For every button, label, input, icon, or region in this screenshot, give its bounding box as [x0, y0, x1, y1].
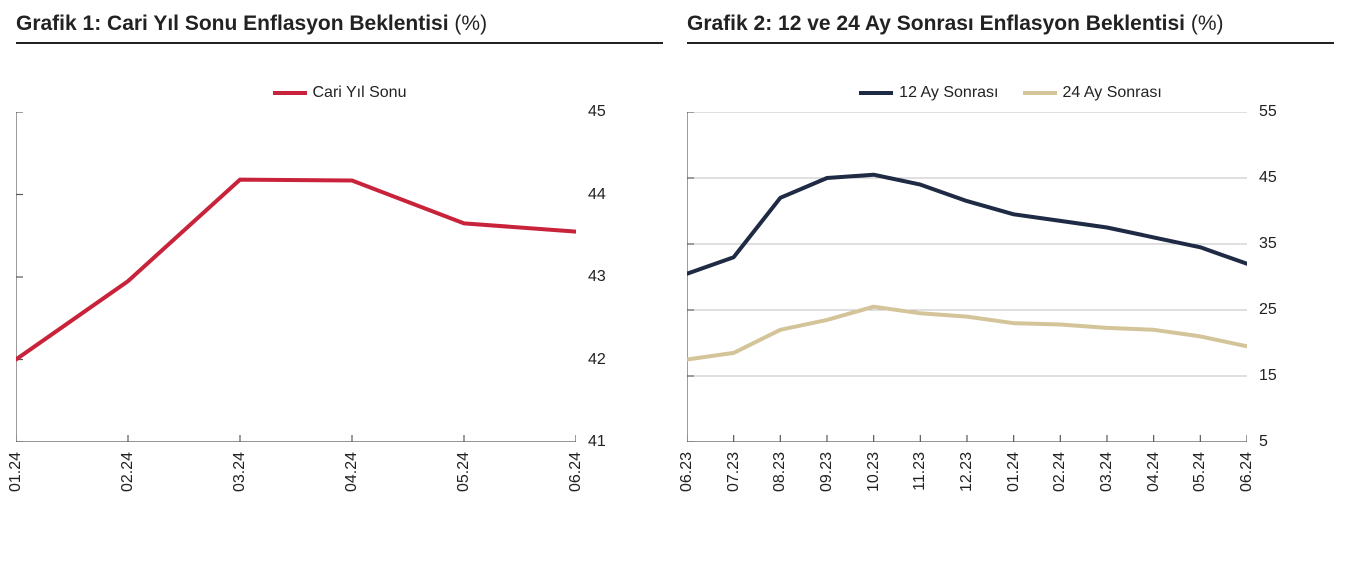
legend-item: 24 Ay Sonrası — [1023, 84, 1162, 102]
ytick-label: 45 — [1259, 169, 1277, 187]
legend-label: 24 Ay Sonrası — [1063, 84, 1162, 102]
xtick-label: 02.24 — [119, 452, 137, 492]
xtick-label: 02.24 — [1051, 452, 1069, 492]
charts-row: Grafik 1: Cari Yıl Sonu Enflasyon Beklen… — [16, 12, 1334, 502]
legend-swatch — [859, 91, 893, 95]
xtick-label: 06.24 — [567, 452, 585, 492]
chart2-title: Grafik 2: 12 ve 24 Ay Sonrası Enflasyon … — [687, 12, 1334, 44]
chart1-legend: Cari Yıl Sonu — [16, 84, 663, 102]
ytick-label: 45 — [588, 103, 606, 121]
xtick-label: 03.24 — [231, 452, 249, 492]
legend-item: Cari Yıl Sonu — [273, 84, 407, 102]
xtick-label: 03.24 — [1098, 452, 1116, 492]
chart1-title-rest: (%) — [449, 12, 488, 35]
chart2-title-rest: (%) — [1185, 12, 1224, 35]
chart2-legend: 12 Ay Sonrası 24 Ay Sonrası — [687, 84, 1334, 102]
xtick-label: 10.23 — [865, 452, 883, 492]
legend-item: 12 Ay Sonrası — [859, 84, 998, 102]
series-line — [16, 180, 576, 360]
ytick-label: 5 — [1259, 433, 1268, 451]
xtick-label: 06.24 — [1238, 452, 1256, 492]
ytick-label: 55 — [1259, 103, 1277, 121]
chart1-plot: 414243444501.2402.2403.2404.2405.2406.24 — [16, 112, 622, 502]
ytick-label: 41 — [588, 433, 606, 451]
chart1-title: Grafik 1: Cari Yıl Sonu Enflasyon Beklen… — [16, 12, 663, 44]
legend-swatch — [273, 91, 307, 95]
chart2-plot: 5152535455506.2307.2308.2309.2310.2311.2… — [687, 112, 1293, 502]
xtick-label: 06.23 — [678, 452, 696, 492]
chart1-title-bold: Grafik 1: Cari Yıl Sonu Enflasyon Beklen… — [16, 12, 449, 35]
xtick-label: 08.23 — [771, 452, 789, 492]
ytick-label: 25 — [1259, 301, 1277, 319]
ytick-label: 15 — [1259, 367, 1277, 385]
chart2-title-bold: Grafik 2: 12 ve 24 Ay Sonrası Enflasyon … — [687, 12, 1185, 35]
plot-svg — [687, 112, 1247, 442]
legend-swatch — [1023, 91, 1057, 95]
xtick-label: 09.23 — [818, 452, 836, 492]
xtick-label: 04.24 — [1145, 452, 1163, 492]
xtick-label: 01.24 — [1005, 452, 1023, 492]
xtick-label: 01.24 — [7, 452, 25, 492]
series-line — [687, 175, 1247, 274]
ytick-label: 35 — [1259, 235, 1277, 253]
legend-label: 12 Ay Sonrası — [899, 84, 998, 102]
xtick-label: 11.23 — [911, 452, 929, 491]
legend-label: Cari Yıl Sonu — [313, 84, 407, 102]
plot-svg — [16, 112, 576, 442]
xtick-label: 12.23 — [958, 452, 976, 492]
chart-panel-1: Grafik 1: Cari Yıl Sonu Enflasyon Beklen… — [16, 12, 663, 502]
ytick-label: 42 — [588, 351, 606, 369]
xtick-label: 07.23 — [725, 452, 743, 492]
xtick-label: 04.24 — [343, 452, 361, 492]
series-line — [687, 307, 1247, 360]
chart-panel-2: Grafik 2: 12 ve 24 Ay Sonrası Enflasyon … — [687, 12, 1334, 502]
xtick-label: 05.24 — [455, 452, 473, 492]
ytick-label: 43 — [588, 268, 606, 286]
xtick-label: 05.24 — [1191, 452, 1209, 492]
ytick-label: 44 — [588, 186, 606, 204]
